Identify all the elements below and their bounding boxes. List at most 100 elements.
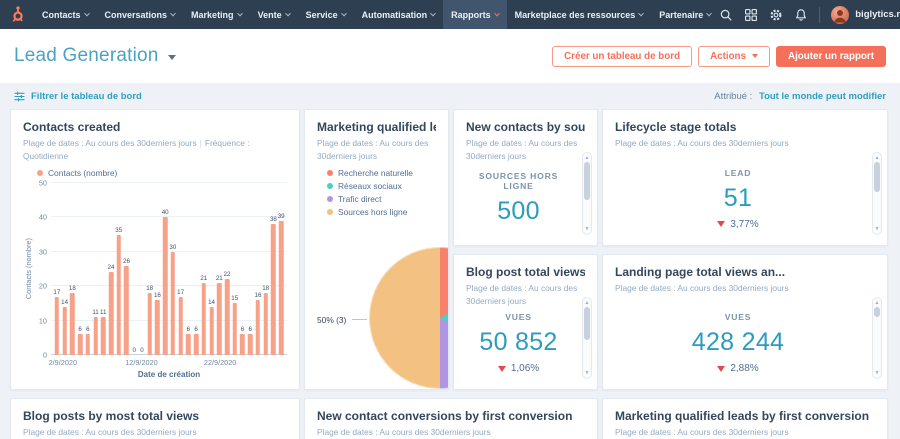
gridline [51, 250, 287, 252]
bar[interactable]: 11 [92, 183, 100, 356]
bar[interactable]: 21 [215, 183, 223, 356]
bar[interactable]: 11 [99, 183, 107, 356]
nav-item-partenaire[interactable]: Partenaire [651, 0, 719, 29]
bar-value-label: 6 [186, 326, 191, 334]
notifications-icon[interactable] [794, 8, 808, 22]
card-scrollbar[interactable]: ▲ ▼ [582, 297, 592, 379]
scroll-thumb [584, 162, 590, 200]
bar[interactable]: 14 [61, 183, 69, 356]
bar[interactable]: 21 [200, 183, 208, 356]
bar-rect [278, 220, 284, 356]
bar[interactable]: 18 [68, 183, 76, 356]
bar-rect [247, 334, 253, 356]
bar[interactable]: 30 [169, 183, 177, 356]
pie-label-line [352, 319, 367, 321]
nav-item-automatisation[interactable]: Automatisation [354, 0, 444, 29]
bar-rect [147, 293, 152, 356]
legend-item-trafic-direct[interactable]: Trafic direct [327, 194, 381, 204]
nav-item-marketing[interactable]: Marketing [183, 0, 250, 29]
bar-rect [62, 306, 67, 356]
nav-item-rapports[interactable]: Rapports [443, 0, 507, 29]
gridline [51, 216, 287, 218]
card-scrollbar[interactable]: ▲ ▼ [872, 297, 882, 379]
nav-item-marketplace-des-ressources[interactable]: Marketplace des ressources [507, 0, 652, 29]
bar[interactable]: 24 [107, 183, 115, 356]
bar[interactable]: 17 [177, 183, 185, 356]
card-mql-first-conversion: Marketing qualified leads by first conve… [602, 398, 888, 439]
bar[interactable]: 16 [254, 183, 262, 356]
bar-value-label: 18 [146, 285, 154, 293]
nav-item-conversations[interactable]: Conversations [97, 0, 184, 29]
bar[interactable]: 39 [277, 183, 285, 356]
bar[interactable]: 6 [184, 183, 192, 356]
bar[interactable]: 17 [53, 183, 61, 356]
create-dashboard-button[interactable]: Créer un tableau de bord [552, 45, 693, 67]
bar-plot-area[interactable]: 17 14 18 6 6 11 11 24 35 26 0 0 18 16 40 30 17 6 6 21 14 21 22… [51, 182, 287, 356]
card-scrollbar[interactable]: ▲ ▼ [582, 152, 592, 235]
chart-legend: Contacts (nombre) [37, 168, 287, 178]
search-icon[interactable] [719, 8, 733, 22]
gridline [51, 319, 287, 321]
bar[interactable]: 6 [192, 183, 200, 356]
nav-utilities: biglytics.net [719, 5, 900, 24]
bar[interactable]: 15 [231, 183, 239, 356]
bar-value-label: 6 [194, 326, 198, 334]
bar[interactable]: 18 [146, 183, 154, 356]
metric-label: VUES [505, 312, 532, 322]
legend-item-sources-hors-ligne[interactable]: Sources hors ligne [327, 207, 407, 217]
chevron-down-icon [284, 10, 291, 16]
bar[interactable]: 6 [76, 183, 84, 356]
bar[interactable]: 0 [138, 183, 146, 355]
metric-delta: 3,77% [717, 219, 759, 230]
bar[interactable]: 14 [208, 183, 216, 356]
bar-rect [186, 334, 191, 356]
bar[interactable]: 22 [223, 183, 231, 356]
avatar [831, 5, 850, 24]
actions-button[interactable]: Actions [698, 45, 770, 67]
bar[interactable]: 40 [161, 183, 169, 356]
assigned-permission-link[interactable]: Tout le monde peut modifier [758, 91, 886, 102]
scroll-up-icon: ▲ [874, 155, 880, 161]
bar[interactable]: 38 [270, 183, 278, 356]
nav-item-service[interactable]: Service [298, 0, 354, 29]
card-date-range: Plage de dates : Au cours des 30derniers… [466, 283, 578, 307]
dashboard-title-menu[interactable]: Lead Generation [14, 45, 176, 67]
bar[interactable]: 26 [123, 183, 131, 356]
bar-value-label: 15 [231, 295, 239, 303]
scroll-down-icon: ▼ [874, 226, 880, 232]
legend-item-recherche-naturelle[interactable]: Recherche naturelle [327, 168, 413, 178]
bar[interactable]: 0 [130, 183, 138, 355]
account-menu[interactable]: biglytics.net [831, 5, 900, 24]
metric-value: 50 852 [479, 328, 558, 356]
bar[interactable]: 6 [84, 183, 92, 356]
top-nav: Contacts Conversations Marketing Vente Servi… [0, 0, 900, 29]
card-scrollbar[interactable]: ▲ ▼ [872, 152, 882, 235]
bar-value-label: 17 [177, 288, 185, 296]
filter-dashboard-link[interactable]: Filtrer le tableau de bord [14, 91, 142, 102]
card-date-range: Plage de dates : Au cours des 30derniers… [615, 283, 789, 293]
card-date-range: Plage de dates : Au cours des 30derniers… [317, 427, 491, 437]
legend-item-r-seaux-sociaux[interactable]: Réseaux sociaux [327, 181, 402, 191]
nav-item-vente[interactable]: Vente [250, 0, 298, 29]
bar-value-label: 14 [208, 298, 215, 306]
bar[interactable]: 6 [246, 183, 254, 356]
bar-rect [232, 303, 237, 356]
bar-value-label: 22 [223, 271, 231, 279]
settings-icon[interactable] [769, 8, 783, 22]
card-title: Landing page total views an... [615, 265, 786, 279]
chevron-down-icon [83, 10, 90, 16]
y-axis-ticks: 0 10 20 30 40 50 [33, 179, 51, 360]
bar-value-label: 6 [240, 326, 245, 334]
bar-rect [155, 300, 160, 356]
bar[interactable]: 18 [262, 183, 270, 356]
hubspot-logo-icon[interactable] [8, 4, 28, 25]
metric: LEAD 51 3,77% [615, 160, 861, 237]
bar[interactable]: 35 [115, 183, 123, 356]
bar-chart: Contacts (nombre) 0 10 20 30 40 50 17 14 18 6 6 11… [23, 179, 287, 381]
pie-graphic[interactable] [369, 247, 448, 389]
bar[interactable]: 6 [239, 183, 247, 356]
marketplace-icon[interactable] [744, 8, 758, 22]
bar[interactable]: 16 [154, 183, 162, 356]
nav-item-contacts[interactable]: Contacts [34, 0, 97, 29]
add-report-button[interactable]: Ajouter un rapport [776, 45, 886, 67]
